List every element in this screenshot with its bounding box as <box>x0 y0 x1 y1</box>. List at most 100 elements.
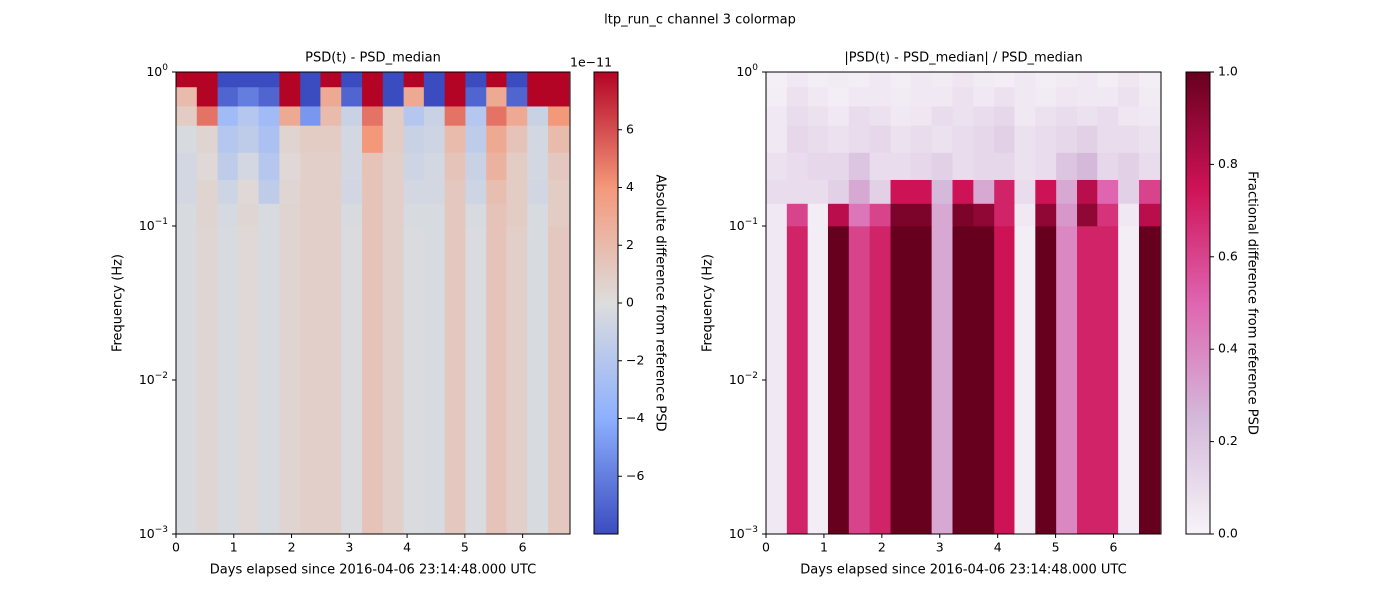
heatmap-cell <box>973 203 995 227</box>
y-tick-label: 100 <box>736 63 758 79</box>
heatmap-cell <box>176 106 198 126</box>
heatmap-cell <box>320 125 342 153</box>
x-tick-label: 2 <box>288 540 296 555</box>
heatmap-cell <box>786 106 809 126</box>
heatmap-cell <box>196 125 219 153</box>
heatmap-cell <box>994 125 1015 153</box>
heatmap-cell <box>931 152 953 180</box>
heatmap-cell <box>403 125 425 153</box>
heatmap-cell <box>176 72 198 88</box>
heatmap-cell <box>341 86 363 107</box>
heatmap-cell <box>827 72 850 88</box>
heatmap-cell <box>300 125 321 153</box>
x-tick-label: 3 <box>345 540 353 555</box>
heatmap-cell <box>1035 152 1057 180</box>
heatmap-cell <box>1056 179 1078 204</box>
heatmap-cell <box>786 152 809 180</box>
colorbar-label: Fractional difference from reference PSD <box>1245 171 1260 435</box>
heatmap-cell <box>217 125 239 153</box>
heatmap-cell <box>362 179 384 204</box>
heatmap-cell <box>807 152 829 180</box>
heatmap-cell <box>869 152 892 180</box>
heatmap-cell <box>444 152 466 180</box>
heatmap-cell <box>465 106 487 126</box>
heatmap-cell <box>465 72 487 88</box>
heatmap-cell <box>403 179 425 204</box>
heatmap-cell <box>176 179 198 204</box>
heatmap-cell <box>1077 72 1098 88</box>
heatmap-cell <box>300 203 321 227</box>
heatmap-cell <box>300 226 321 535</box>
colorbar-tick-label: 0.0 <box>1218 526 1238 541</box>
heatmap-cell <box>527 152 549 180</box>
heatmap-cell <box>258 106 280 126</box>
colorbar-offset: 1e−11 <box>570 55 612 70</box>
heatmap-cell <box>403 226 425 535</box>
heatmap-cell <box>1077 203 1098 227</box>
heatmap-cell <box>807 179 829 204</box>
heatmap-cell <box>382 152 405 180</box>
heatmap-cell <box>300 106 321 126</box>
heatmap-cell <box>320 203 342 227</box>
heatmap-cell <box>548 106 570 126</box>
heatmap-cell <box>1056 72 1078 88</box>
figure-title: ltp_run_c channel 3 colormap <box>604 13 796 28</box>
heatmap-cell <box>1035 72 1057 88</box>
colorbar-tick-label: −6 <box>626 468 644 483</box>
y-tick-exponent: 0 <box>162 63 168 73</box>
heatmap-cell <box>848 203 871 227</box>
heatmap-cell <box>952 106 974 126</box>
heatmap-cell <box>444 226 466 535</box>
heatmap-cell <box>527 125 549 153</box>
heatmap-cell <box>548 125 570 153</box>
heatmap-cell <box>1138 226 1161 535</box>
y-tick-base: 10 <box>729 526 745 541</box>
heatmap-cell <box>382 86 405 107</box>
heatmap-cell <box>848 152 871 180</box>
x-tick-label: 5 <box>461 540 469 555</box>
heatmap-cell <box>869 86 892 107</box>
heatmap-cell <box>506 152 528 180</box>
heatmap-cell <box>1138 106 1161 126</box>
heatmap-cell <box>176 226 198 535</box>
heatmap-cell <box>952 152 974 180</box>
heatmap-cell <box>766 125 788 153</box>
heatmap-cell <box>1035 203 1057 227</box>
heatmap-cell <box>300 179 321 204</box>
colorbar-tick-label: −4 <box>626 410 644 425</box>
heatmap-cell <box>1035 106 1057 126</box>
colorbar-tick-label: 4 <box>626 179 634 194</box>
y-axis-label: Frequency (Hz) <box>701 254 716 352</box>
heatmap-cell <box>217 226 239 535</box>
heatmap-cell <box>1138 86 1161 107</box>
heatmap-cell <box>279 226 301 535</box>
heatmap-cell <box>1097 152 1119 180</box>
heatmap-cell <box>465 226 487 535</box>
heatmap-cell <box>1097 106 1119 126</box>
heatmap-cell <box>506 106 528 126</box>
heatmap-cell <box>237 86 260 107</box>
heatmap-cell <box>258 179 280 204</box>
heatmap-cell <box>1077 106 1098 126</box>
colorbar <box>593 71 619 535</box>
heatmap-cell <box>890 72 912 88</box>
heatmap-cell <box>973 72 995 88</box>
heatmap-cell <box>486 203 507 227</box>
heatmap-cell <box>952 125 974 153</box>
heatmap-cell <box>1035 86 1057 107</box>
heatmap-cell <box>423 203 446 227</box>
heatmap-cell <box>1014 106 1036 126</box>
heatmap-cell <box>362 106 384 126</box>
heatmap-cell <box>869 203 892 227</box>
heatmap-cell <box>548 86 570 107</box>
y-tick-exponent: −2 <box>155 371 168 381</box>
heatmap-cell <box>786 179 809 204</box>
heatmap-cell <box>1077 152 1098 180</box>
heatmap-cell <box>217 106 239 126</box>
heatmap-cell <box>465 203 487 227</box>
y-tick-base: 10 <box>139 526 155 541</box>
heatmap-cell <box>952 226 974 535</box>
heatmap-cell <box>486 86 507 107</box>
colorbar <box>1185 71 1211 535</box>
heatmap-cell <box>527 86 549 107</box>
